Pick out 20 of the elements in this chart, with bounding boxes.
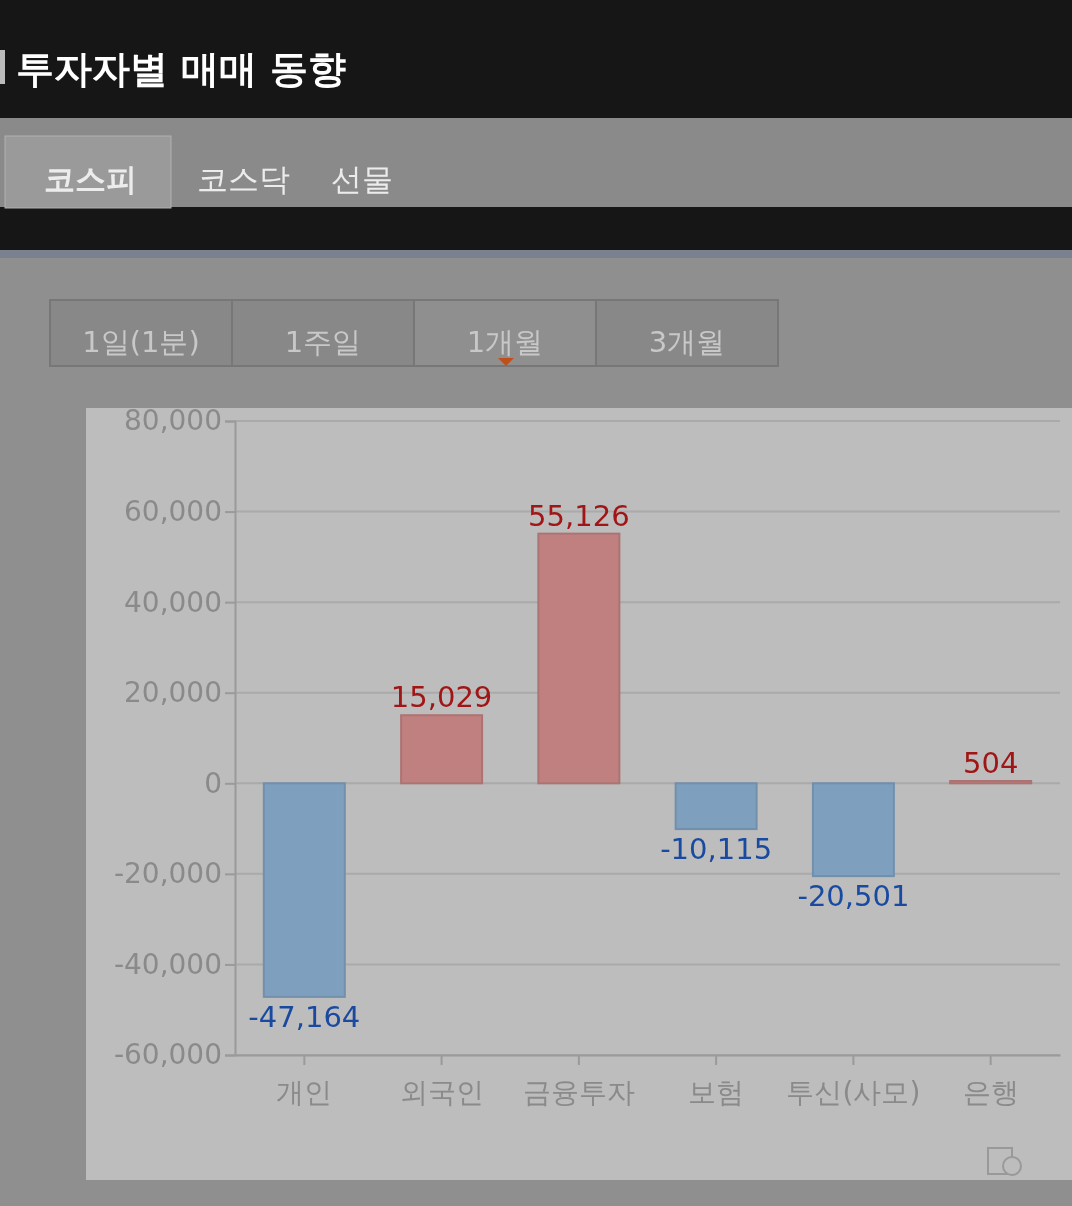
text: 3개월 [648,325,726,359]
data-label: -10,115 [660,832,773,867]
text: 1일(1분) [82,325,200,359]
data-label: 504 [963,746,1019,780]
data-label: -20,501 [797,879,910,914]
chart-title: 투자자별 매매 동향 [16,47,347,91]
bar [400,714,484,785]
data-label: -47,164 [248,999,361,1034]
bar [674,782,758,831]
bar [537,532,621,785]
data-label: 15,029 [390,680,493,715]
text: 1개월 [466,325,544,359]
text: 선물 [331,161,393,197]
bar [262,782,346,998]
text: 1주일 [284,325,362,359]
bar [811,782,895,878]
text: 코스피 [43,161,137,197]
bar [949,780,1033,785]
data-label: 55,126 [528,498,630,533]
text: 코스닥 [196,161,290,197]
